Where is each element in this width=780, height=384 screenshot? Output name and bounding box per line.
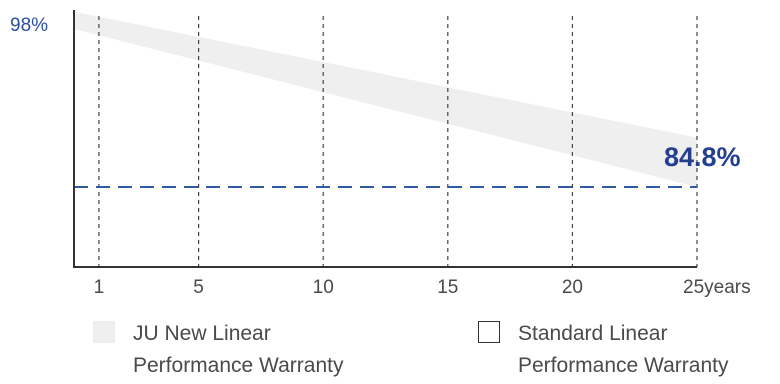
legend-label-standard: Standard Linear Performance Warranty [518,318,728,382]
tick-layer: 1 5 10 15 20 25years [94,277,751,298]
x-tick-label-5: 5 [193,277,204,298]
x-tick-label-15: 15 [437,277,458,298]
legend-label-standard-line2: Performance Warranty [518,354,729,377]
legend-label-ju-line1: JU New Linear [133,322,271,345]
warranty-band [74,11,697,187]
x-tick-label-1: 1 [94,277,105,298]
x-tick-label-10: 10 [313,277,334,298]
end-value-label: 84.8% [664,142,741,172]
legend-swatch-ju [93,321,115,343]
legend-label-standard-line1: Standard Linear [518,322,668,345]
legend-label-ju: JU New Linear Performance Warranty [133,318,343,382]
warranty-chart: 1 5 10 15 20 25years 98% 84.8% [10,10,751,298]
x-tick-label-20: 20 [562,277,583,298]
legend-swatch-standard [478,321,500,343]
legend-label-ju-line2: Performance Warranty [133,354,344,377]
y-top-label: 98% [10,15,48,36]
x-tick-label-25: 25years [683,277,751,298]
grid-layer [98,16,698,267]
band-layer [74,11,697,187]
